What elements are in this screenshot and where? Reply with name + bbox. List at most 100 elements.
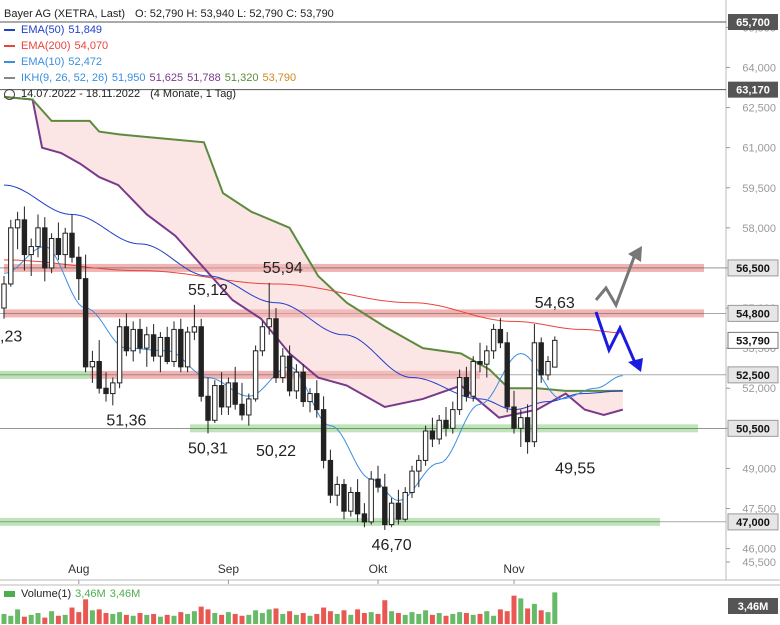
candle-body[interactable] (35, 227, 41, 248)
legend-ema200[interactable]: EMA(200) 54,070 (4, 38, 334, 54)
candle-body[interactable] (334, 483, 340, 496)
candle-body[interactable] (552, 339, 558, 368)
candle-body[interactable] (225, 382, 232, 408)
candle-body[interactable] (484, 350, 490, 365)
candle-body[interactable] (273, 318, 279, 379)
candle-body[interactable] (103, 387, 109, 395)
candle-body[interactable] (436, 419, 442, 440)
volume-bar (287, 611, 293, 624)
volume-bar (389, 611, 395, 624)
candle-body[interactable] (490, 328, 497, 352)
candle-body[interactable] (463, 377, 470, 397)
candle-body[interactable] (422, 430, 429, 461)
candle-body[interactable] (252, 350, 259, 400)
candle-body[interactable] (286, 355, 293, 392)
candle-body[interactable] (157, 336, 164, 357)
candle-body[interactable] (327, 459, 334, 496)
candle-body[interactable] (266, 318, 272, 328)
candle-body[interactable] (42, 227, 48, 269)
candle-body[interactable] (48, 238, 55, 269)
candle-body[interactable] (402, 491, 408, 520)
candle-body[interactable] (518, 417, 524, 429)
candle-body[interactable] (456, 377, 463, 411)
candle-body[interactable] (178, 328, 184, 368)
ema10-value: 52,472 (68, 56, 103, 68)
candle-body[interactable] (205, 395, 211, 421)
candle-body[interactable] (110, 382, 116, 395)
volume-bar (273, 608, 279, 624)
candle-body[interactable] (76, 256, 82, 280)
candle-body[interactable] (8, 227, 14, 285)
candle-body[interactable] (218, 385, 225, 408)
candle-body[interactable] (416, 459, 422, 472)
candle-body[interactable] (28, 246, 34, 256)
candle-body[interactable] (259, 326, 266, 352)
candle-body[interactable] (470, 361, 476, 397)
volume-bar (518, 598, 524, 624)
candle-body[interactable] (293, 371, 300, 392)
candle-body[interactable] (348, 491, 354, 512)
candle-body[interactable] (524, 417, 531, 443)
candle-body[interactable] (361, 513, 368, 523)
volume-bar (205, 609, 211, 624)
candle-body[interactable] (96, 361, 102, 389)
candle-body[interactable] (123, 326, 130, 352)
volume-bar (219, 614, 225, 624)
candle-body[interactable] (69, 232, 75, 258)
candle-body[interactable] (62, 232, 68, 256)
candle-body[interactable] (320, 409, 327, 461)
candle-body[interactable] (341, 483, 347, 512)
candle-body[interactable] (116, 326, 123, 384)
candle-body[interactable] (511, 406, 517, 429)
ikh-value-1: 51,950 (111, 72, 146, 84)
y-tick-label: 47,500 (742, 504, 776, 516)
candle-body[interactable] (14, 219, 21, 229)
candle-body[interactable] (409, 470, 415, 493)
candle-body[interactable] (429, 430, 436, 440)
candle-body[interactable] (232, 382, 238, 405)
candle-body[interactable] (150, 334, 157, 357)
candle-body[interactable] (375, 478, 381, 488)
candle-body[interactable] (1, 283, 7, 309)
candle-body[interactable] (144, 334, 150, 349)
y-tick-label: 59,500 (742, 183, 776, 195)
candle-body[interactable] (477, 361, 483, 365)
candle-body[interactable] (21, 219, 28, 256)
candle-body[interactable] (198, 326, 204, 397)
volume-bar (511, 595, 517, 624)
price-annotation: ,23 (0, 328, 22, 345)
candle-body[interactable] (307, 393, 313, 403)
candle-body[interactable] (171, 328, 177, 362)
candle-body[interactable] (388, 502, 395, 526)
candle-body[interactable] (531, 342, 538, 443)
candle-body[interactable] (82, 278, 89, 368)
candle-body[interactable] (137, 328, 143, 349)
candle-body[interactable] (382, 486, 388, 526)
candle-body[interactable] (538, 342, 544, 376)
legend-ema50[interactable]: EMA(50) 51,849 (4, 22, 334, 38)
legend-ema10[interactable]: EMA(10) 52,472 (4, 54, 334, 70)
legend-title-row: Bayer AG (XETRA, Last) O: 52,790 H: 53,9… (4, 6, 334, 22)
candle-body[interactable] (314, 393, 320, 411)
candle-body[interactable] (504, 342, 510, 408)
candle-body[interactable] (443, 419, 449, 429)
candle-body[interactable] (450, 409, 456, 429)
candle-body[interactable] (55, 238, 62, 256)
candle-body[interactable] (239, 403, 245, 416)
candle-body[interactable] (395, 502, 402, 520)
candle-body[interactable] (191, 326, 198, 333)
candle-body[interactable] (368, 478, 374, 523)
candle-body[interactable] (354, 491, 361, 515)
candle-body[interactable] (212, 385, 218, 421)
candle-body[interactable] (545, 361, 551, 376)
candle-body[interactable] (497, 328, 504, 344)
candle-body[interactable] (130, 328, 136, 352)
candle-body[interactable] (300, 371, 306, 403)
price-badge (727, 304, 779, 322)
legend-ikh[interactable]: IKH(9, 26, 52, 26) 51,950 51,625 51,788 … (4, 70, 334, 86)
candle-body[interactable] (89, 361, 96, 368)
candle-body[interactable] (280, 355, 286, 379)
candle-body[interactable] (164, 336, 170, 363)
candle-body[interactable] (246, 398, 252, 416)
candle-body[interactable] (184, 331, 191, 368)
